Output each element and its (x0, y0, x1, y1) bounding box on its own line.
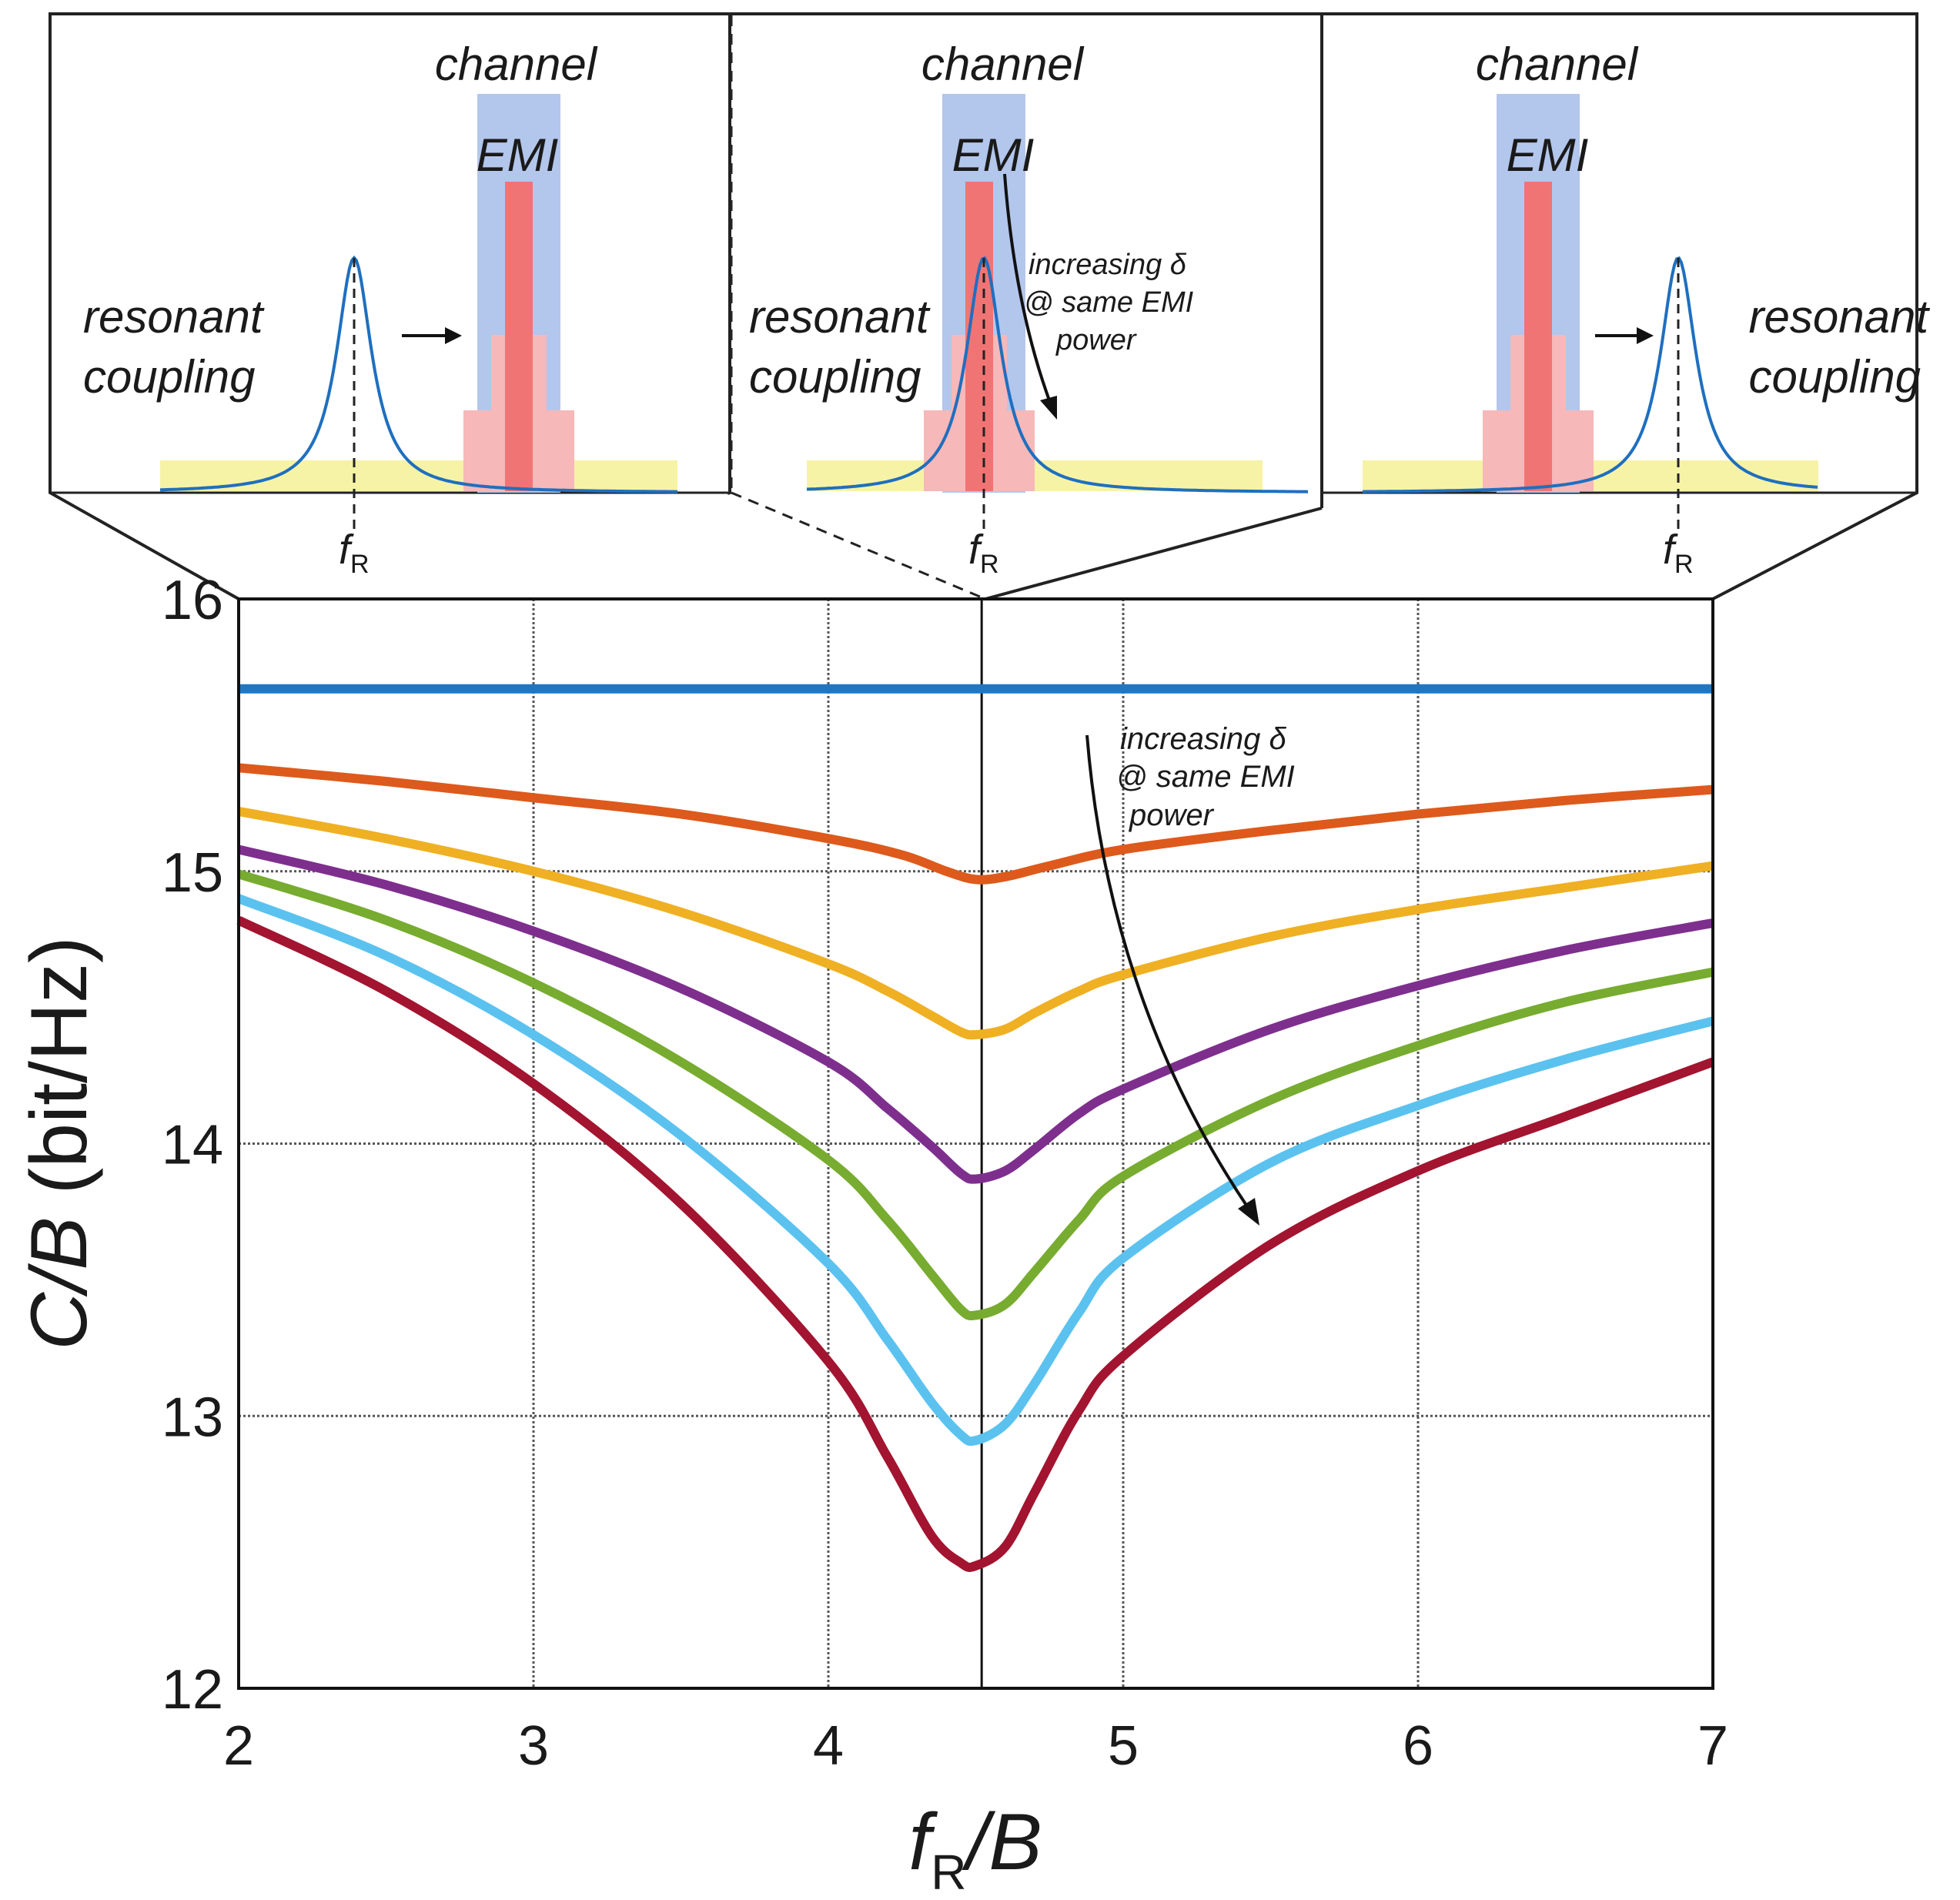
shift-arrow-head (1637, 327, 1654, 344)
fr-label: fR (339, 527, 370, 579)
y-tick-labels: 12 13 14 15 16 (162, 570, 223, 1721)
chart-annotation-line2: @ same EMI (1116, 760, 1295, 794)
x-tick-label: 4 (813, 1715, 844, 1777)
increasing-delta-arrowhead (1040, 396, 1057, 420)
channel-label: channel (1476, 38, 1639, 90)
series-line-3 (237, 845, 1714, 1184)
increasing-delta-arrow (1003, 173, 1053, 407)
x-axis-label: fR/B (908, 1798, 1042, 1900)
channel-label: channel (921, 38, 1085, 90)
main-chart: 2 3 4 5 6 7 12 13 14 15 16 increasing δ @ same EM… (15, 570, 1728, 1900)
resonance-curve (1363, 256, 1818, 493)
emi-core (505, 182, 533, 491)
inset-left: channel EMI resonant coupling fR (83, 38, 678, 579)
y-tick-label: 12 (162, 1659, 223, 1721)
annotation-line3: power (1055, 324, 1137, 356)
emi-core (1524, 182, 1552, 491)
inset-right: channel EMI resonant coupling fR (1363, 38, 1930, 579)
chart-annotation-arrowhead (1238, 1198, 1259, 1226)
x-tick-label: 3 (518, 1715, 549, 1777)
emi-label: EMI (1507, 129, 1589, 181)
fr-label: fR (1663, 527, 1694, 579)
plot-frame (237, 597, 1714, 1690)
series-line-2 (237, 807, 1714, 1040)
y-tick-label: 13 (162, 1387, 223, 1448)
annotation-line2: @ same EMI (1024, 286, 1194, 319)
y-tick-label: 15 (162, 842, 223, 904)
emi-label: EMI (477, 129, 559, 181)
annotation-line1: increasing δ (1028, 249, 1187, 281)
series-line-6 (236, 916, 1715, 1572)
resonance-curve (806, 256, 1309, 493)
chart-annotation-line3: power (1129, 798, 1215, 832)
noise-floor-band (160, 460, 677, 491)
inset-panels: channel EMI resonant coupling fR channel… (48, 12, 1930, 600)
coupling-label-line1: resonant (83, 291, 265, 343)
fr-label: fR (968, 527, 999, 579)
series-line-1 (238, 763, 1714, 885)
gridlines (239, 599, 1713, 1688)
inset-center: channel EMI resonant coupling increasing… (749, 38, 1309, 579)
coupling-label-line2: coupling (1748, 351, 1921, 403)
series-line-4 (237, 869, 1714, 1320)
chart-annotation-arrow (1085, 734, 1250, 1210)
inset-dashed-diagonal (731, 491, 986, 600)
chart-annotation-line1: increasing δ (1120, 722, 1286, 756)
inset-frame-right (1322, 12, 1918, 600)
series-line-5 (236, 894, 1714, 1447)
series-layer (236, 684, 1715, 1572)
shift-arrow-head (445, 327, 462, 344)
x-tick-label: 6 (1403, 1715, 1433, 1777)
channel-label: channel (435, 38, 598, 90)
x-tick-label: 2 (223, 1715, 254, 1777)
coupling-label-line2: coupling (749, 351, 921, 403)
x-tick-label: 7 (1697, 1715, 1728, 1777)
x-tick-labels: 2 3 4 5 6 7 (223, 1715, 1728, 1777)
y-axis-label: C/B (bit/Hz) (15, 936, 104, 1350)
y-tick-label: 14 (162, 1115, 223, 1176)
y-tick-label: 16 (162, 570, 223, 631)
coupling-label-line2: coupling (83, 351, 256, 403)
coupling-label-line1: resonant (749, 291, 931, 343)
inset-frame-bottom-right (985, 507, 1323, 600)
x-tick-label: 5 (1108, 1715, 1139, 1777)
emi-label: EMI (952, 129, 1035, 181)
coupling-label-line1: resonant (1749, 291, 1931, 343)
resonance-curve (159, 255, 678, 493)
